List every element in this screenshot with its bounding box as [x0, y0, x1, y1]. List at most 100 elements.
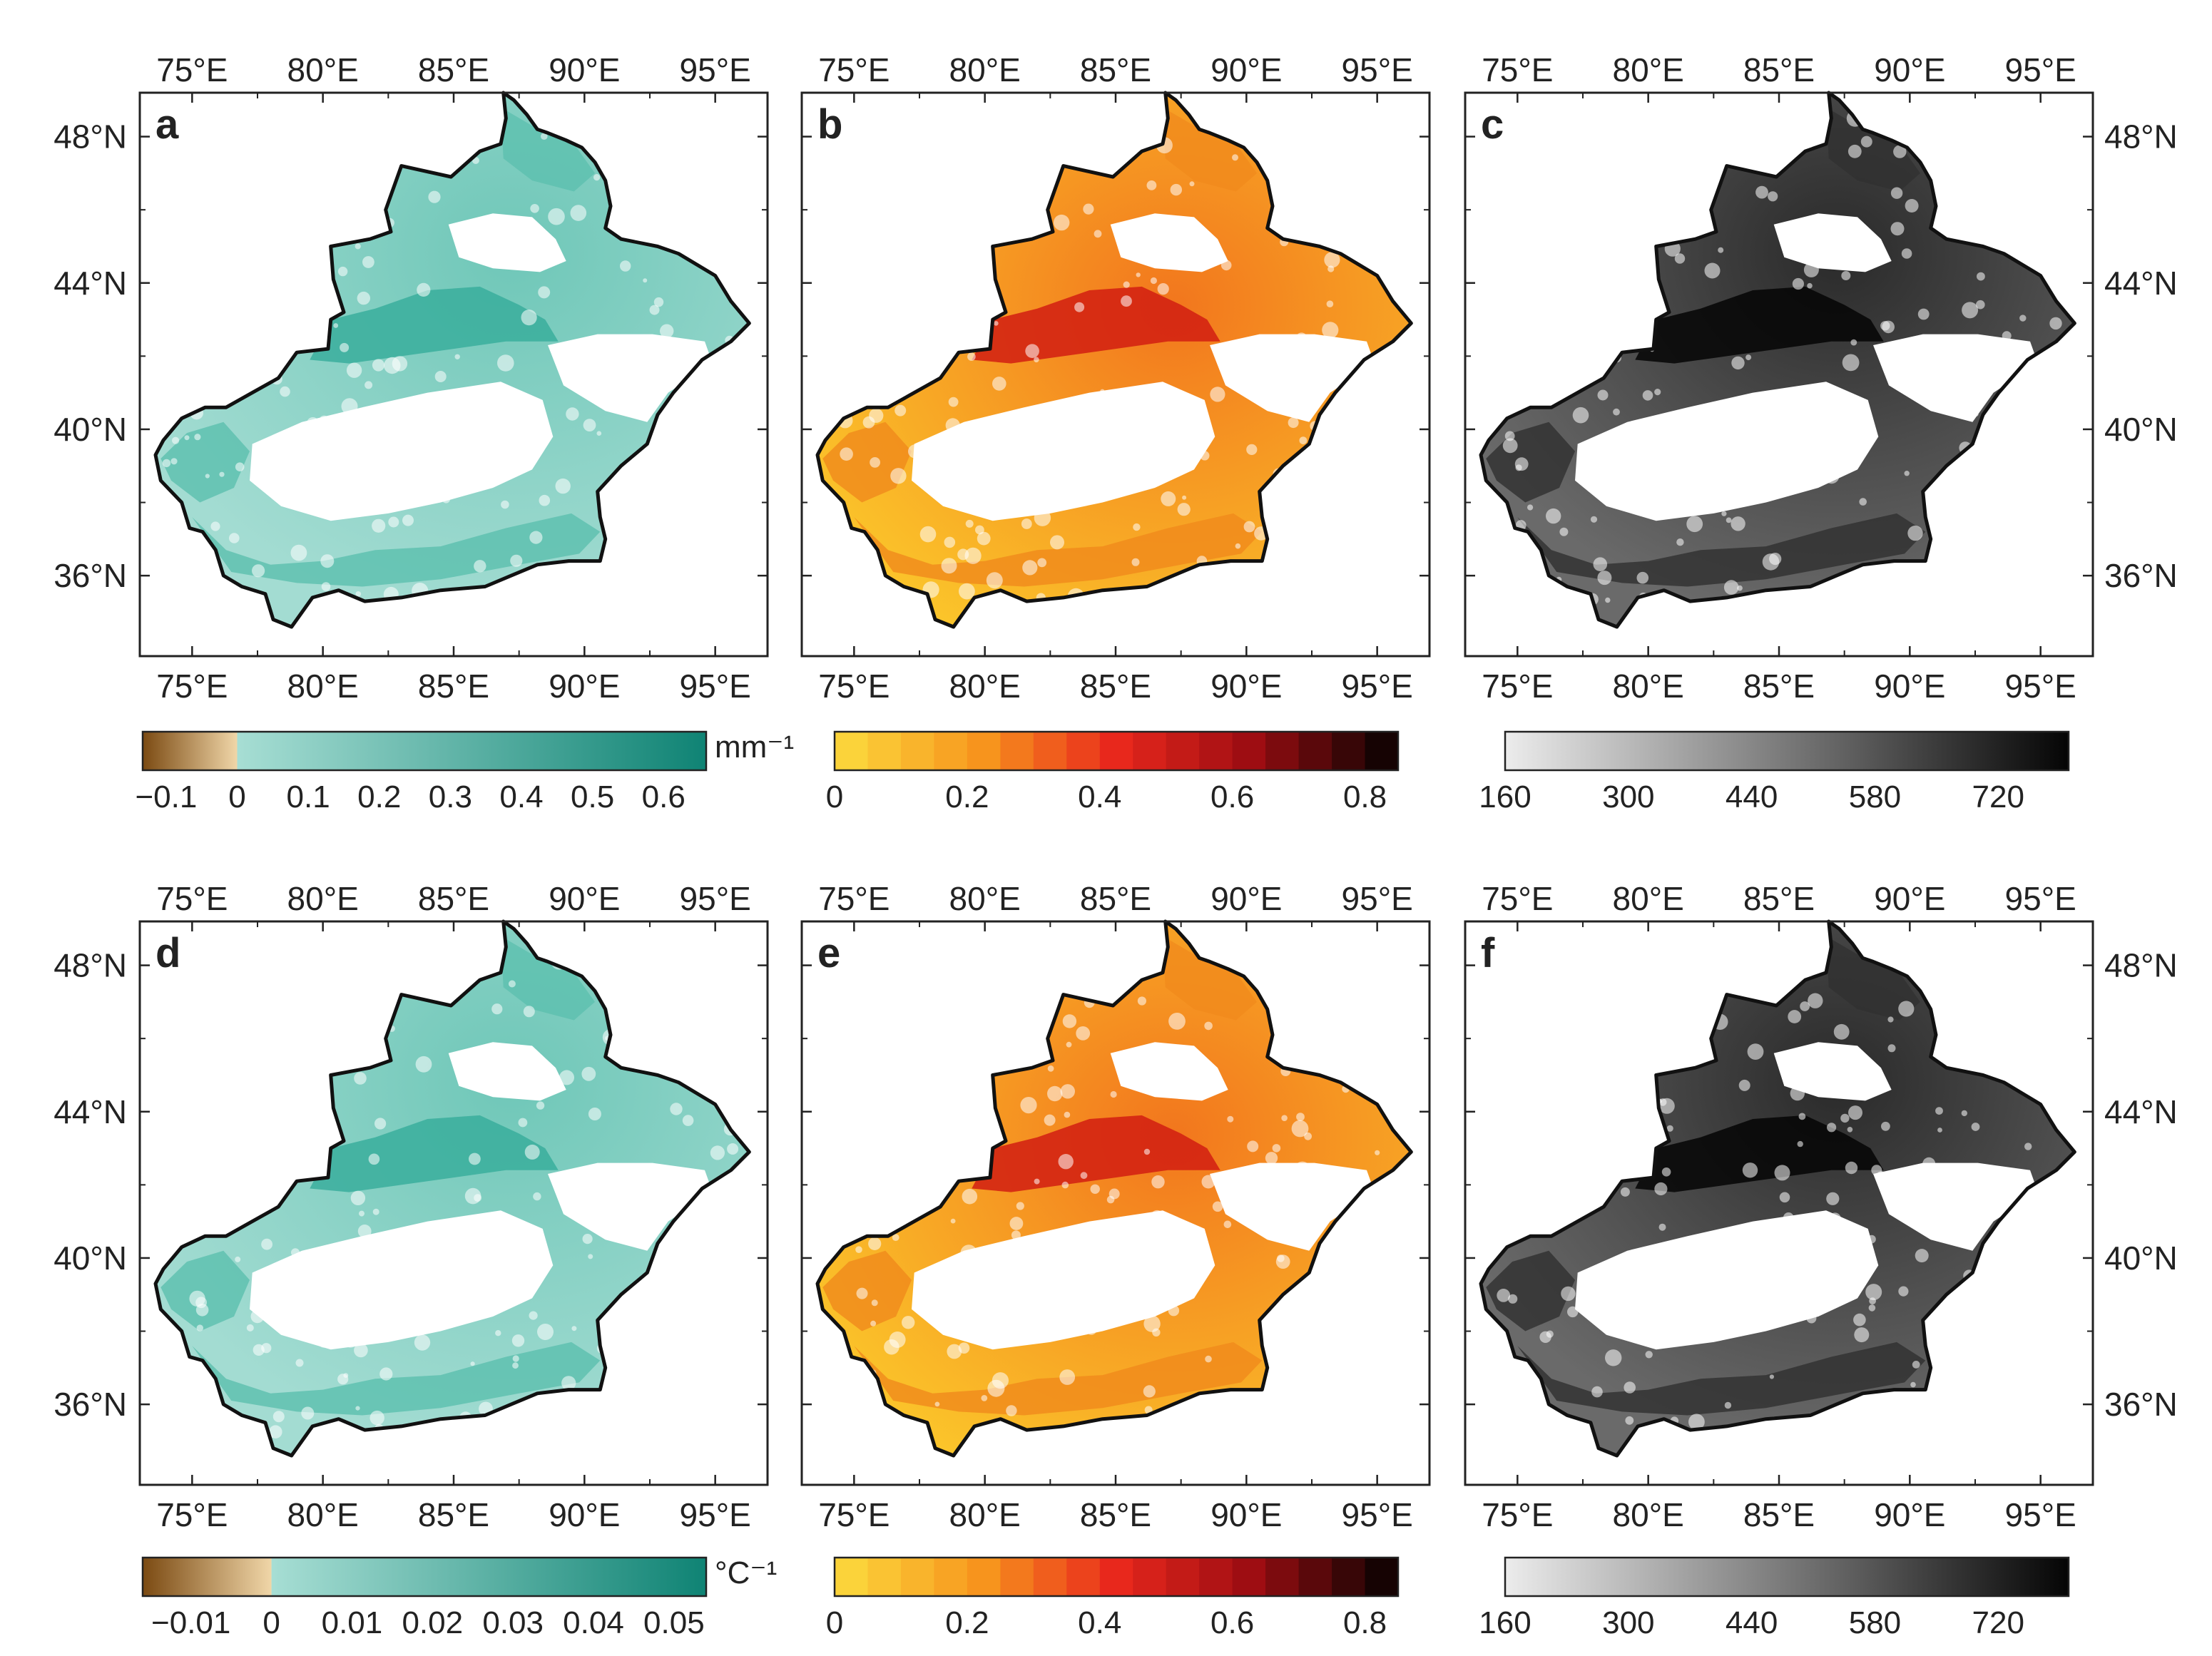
- speckle: [634, 342, 644, 352]
- colorbar-step: [1166, 1558, 1200, 1596]
- east-blank: [1210, 334, 1375, 422]
- speckle: [486, 419, 496, 429]
- speckle: [1904, 471, 1910, 476]
- speckle: [1220, 260, 1232, 271]
- speckle: [529, 1311, 538, 1320]
- speckle: [428, 190, 441, 203]
- lon-label-top: 80°E: [287, 880, 359, 917]
- speckle: [372, 359, 385, 372]
- speckle: [589, 348, 601, 360]
- speckle: [1567, 1306, 1579, 1318]
- speckle: [660, 324, 674, 338]
- speckle: [359, 1210, 365, 1217]
- shaded-region: [817, 93, 1412, 627]
- speckle: [379, 1235, 392, 1248]
- speckle: [1131, 558, 1140, 566]
- speckle: [307, 417, 320, 430]
- lon-label-bottom: 85°E: [1743, 1496, 1815, 1533]
- speckle: [414, 1334, 431, 1351]
- speckle: [1880, 321, 1890, 331]
- speckle: [1922, 1157, 1936, 1170]
- speckle: [417, 282, 431, 297]
- panel-label: b: [817, 101, 842, 148]
- speckle: [1047, 1085, 1063, 1102]
- speckle: [1718, 247, 1724, 253]
- speckle: [1788, 1010, 1802, 1023]
- colorbar-tick-label: −0.1: [135, 780, 197, 814]
- speckle: [1324, 252, 1340, 268]
- lon-label-top: 75°E: [818, 51, 890, 88]
- lon-label-top: 90°E: [549, 51, 620, 88]
- lon-label-bottom: 90°E: [1874, 668, 1945, 705]
- panel-label: a: [156, 101, 179, 148]
- speckle: [1327, 265, 1335, 272]
- speckle: [1591, 1386, 1603, 1398]
- colorbar-tick-label: 0.1: [287, 780, 330, 814]
- speckle: [1181, 398, 1193, 410]
- speckle: [342, 481, 359, 498]
- colorbar-step: [1033, 732, 1067, 770]
- colorbar-step: [1199, 1558, 1233, 1596]
- lat-label-right: 44°N: [2104, 1093, 2178, 1130]
- speckle: [333, 323, 339, 328]
- speckle: [355, 591, 362, 597]
- tianshan-zone: [972, 1115, 1220, 1192]
- speckle: [269, 1425, 282, 1438]
- speckle: [365, 381, 373, 389]
- speckle: [404, 424, 421, 441]
- speckle: [409, 402, 426, 419]
- speckle: [1076, 1026, 1091, 1041]
- speckle: [583, 419, 596, 431]
- lon-label-top: 75°E: [1482, 880, 1553, 917]
- speckle: [484, 468, 492, 476]
- speckle: [1150, 277, 1157, 285]
- speckle: [1060, 1084, 1076, 1099]
- speckle: [1645, 1351, 1653, 1359]
- speckle: [588, 1254, 593, 1259]
- speckle: [1747, 1043, 1764, 1060]
- speckle: [1962, 302, 1979, 319]
- colorbar-step: [1133, 732, 1167, 770]
- speckle: [2024, 1143, 2032, 1150]
- speckle: [1841, 271, 1851, 280]
- speckle: [1205, 1355, 1212, 1363]
- speckle: [402, 514, 414, 526]
- speckle: [890, 468, 907, 484]
- speckle: [1265, 1152, 1278, 1165]
- colorbar-step: [1000, 1558, 1034, 1596]
- speckle: [474, 560, 486, 573]
- colorbar-step: [1232, 732, 1266, 770]
- lon-label-bottom: 90°E: [1211, 668, 1282, 705]
- speckle: [1137, 996, 1146, 1006]
- speckle: [1737, 585, 1743, 591]
- speckle: [253, 1344, 265, 1356]
- speckle: [945, 418, 960, 433]
- speckle: [1731, 516, 1745, 531]
- speckle: [1674, 253, 1686, 264]
- speckle: [1061, 1181, 1069, 1189]
- speckle: [1898, 1001, 1915, 1017]
- speckle: [524, 1144, 540, 1160]
- speckle: [1881, 1121, 1890, 1131]
- colorbar-positive: [271, 1558, 707, 1596]
- speckle: [1605, 597, 1611, 603]
- speckle: [1143, 1315, 1161, 1332]
- desert-blank: [912, 382, 1215, 521]
- speckle: [319, 415, 330, 426]
- panels-layer: 75°E 75°E 80°E 80°E 85°E 85°E 90°E 90°E 95°E 95°E…: [53, 51, 2178, 1533]
- colorbar-unit: °C⁻¹: [715, 1555, 777, 1590]
- speckle: [525, 1255, 541, 1271]
- speckle: [620, 260, 631, 272]
- speckle: [1684, 454, 1701, 470]
- basin-blank: [1110, 1042, 1228, 1101]
- lon-label-bottom: 85°E: [1080, 1496, 1151, 1533]
- speckle: [1842, 1058, 1850, 1066]
- speckle: [1842, 354, 1860, 372]
- colorbar-step: [1298, 732, 1332, 770]
- speckle: [512, 1355, 519, 1362]
- speckle: [1559, 527, 1569, 536]
- speckle: [1905, 199, 1919, 213]
- speckle: [1200, 451, 1210, 461]
- speckle: [1504, 431, 1515, 441]
- speckle: [1743, 1253, 1748, 1259]
